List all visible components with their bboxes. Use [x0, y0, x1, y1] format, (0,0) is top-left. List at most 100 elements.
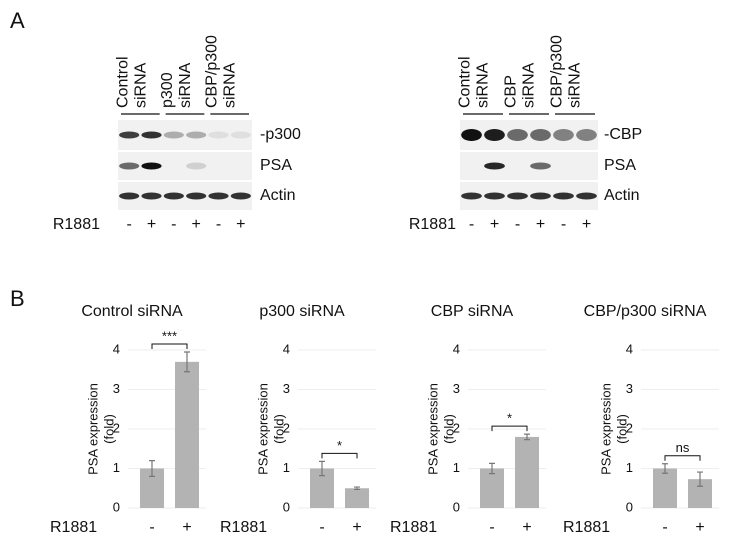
bar	[480, 468, 504, 508]
row-label: Actin	[604, 187, 640, 204]
x-tick-label: +	[522, 519, 531, 536]
significance-bracket	[491, 425, 528, 432]
x-axis-label: R1881	[390, 519, 437, 536]
y-tick-label: 3	[113, 381, 120, 396]
error-bar	[489, 462, 495, 475]
y-axis-label: PSA expression	[255, 383, 270, 475]
y-tick-label: 0	[113, 499, 120, 514]
x-tick-label: -	[662, 519, 667, 536]
band	[553, 129, 574, 141]
y-tick-label: 1	[453, 460, 460, 475]
lane-header: siRNA	[475, 62, 492, 108]
panel-label: B	[10, 286, 25, 311]
y-tick-label: 0	[283, 499, 290, 514]
significance-label: *	[337, 438, 342, 453]
row-label: PSA	[260, 157, 292, 174]
error-bar	[524, 433, 530, 441]
blot-strip	[118, 120, 252, 150]
lane-sign: -	[469, 216, 474, 233]
error-bar	[697, 471, 703, 487]
lane-sign: +	[236, 216, 245, 233]
band	[507, 192, 528, 200]
lane-header: Control	[114, 56, 131, 108]
band	[507, 129, 528, 141]
lane-sign: -	[127, 216, 132, 233]
lane-header: CBP	[503, 75, 520, 108]
lane-sign: -	[561, 216, 566, 233]
lane-header: siRNA	[567, 62, 584, 108]
significance-label: ***	[162, 328, 177, 343]
bar	[515, 436, 539, 508]
band	[119, 131, 140, 139]
y-tick-label: 2	[453, 420, 460, 435]
lane-header: siRNA	[132, 62, 149, 108]
lane-sign: +	[147, 216, 156, 233]
band	[553, 192, 574, 200]
x-axis-label: R1881	[220, 519, 267, 536]
y-tick-label: 3	[283, 381, 290, 396]
lane-header: CBP/p300	[204, 35, 221, 108]
y-tick-label: 4	[453, 341, 460, 356]
band	[230, 131, 251, 139]
row-label: -p300	[260, 126, 301, 143]
error-bar	[319, 460, 325, 477]
band	[484, 192, 505, 200]
x-tick-label: -	[149, 519, 154, 536]
chart-title: CBP/p300 siRNA	[584, 303, 707, 320]
x-tick-label: +	[352, 519, 361, 536]
band	[119, 192, 140, 200]
band	[576, 192, 597, 200]
y-axis-label: PSA expression	[598, 383, 613, 475]
lane-sign: -	[515, 216, 520, 233]
y-tick-label: 1	[626, 460, 633, 475]
lane-header: siRNA	[222, 62, 239, 108]
bar	[175, 361, 199, 508]
chart-title: p300 siRNA	[259, 303, 345, 320]
y-tick-label: 2	[113, 420, 120, 435]
significance-label: *	[507, 411, 512, 426]
lane-sign: +	[536, 216, 545, 233]
band	[208, 131, 229, 139]
lane-header: CBP/p300	[549, 35, 566, 108]
y-tick-label: 4	[113, 341, 120, 356]
row-label: Actin	[260, 187, 296, 204]
row-label: PSA	[604, 157, 636, 174]
y-tick-label: 3	[453, 381, 460, 396]
band	[530, 129, 551, 141]
bar	[653, 468, 677, 508]
y-tick-label: 4	[626, 341, 633, 356]
error-bar	[662, 463, 668, 474]
band	[186, 162, 207, 170]
x-axis-label: R1881	[50, 519, 97, 536]
blot-strip	[460, 182, 598, 210]
significance-bracket	[664, 455, 701, 461]
y-axis-label: (fold)	[614, 414, 629, 444]
y-tick-label: 2	[283, 420, 290, 435]
band	[461, 192, 482, 200]
error-bar	[184, 351, 190, 373]
band	[186, 131, 207, 139]
x-axis-label: R1881	[563, 519, 610, 536]
chart-title: CBP siRNA	[431, 303, 514, 320]
lane-sign: -	[216, 216, 221, 233]
y-tick-label: 2	[626, 420, 633, 435]
chart-title: Control siRNA	[81, 303, 183, 320]
y-tick-label: 4	[283, 341, 290, 356]
band	[230, 192, 251, 200]
x-tick-label: -	[319, 519, 324, 536]
lane-header: p300	[159, 72, 176, 108]
blot-strip	[118, 152, 252, 180]
x-tick-label: -	[489, 519, 494, 536]
y-axis-label: PSA expression	[85, 383, 100, 475]
band	[141, 131, 162, 139]
row-label: -CBP	[604, 126, 642, 143]
lane-sign: +	[582, 216, 591, 233]
blot-strip	[118, 182, 252, 210]
y-tick-label: 1	[283, 460, 290, 475]
band	[530, 162, 551, 170]
y-axis-label: (fold)	[441, 414, 456, 444]
error-bar	[354, 486, 360, 491]
treatment-label: R1881	[409, 216, 456, 233]
band	[163, 192, 184, 200]
